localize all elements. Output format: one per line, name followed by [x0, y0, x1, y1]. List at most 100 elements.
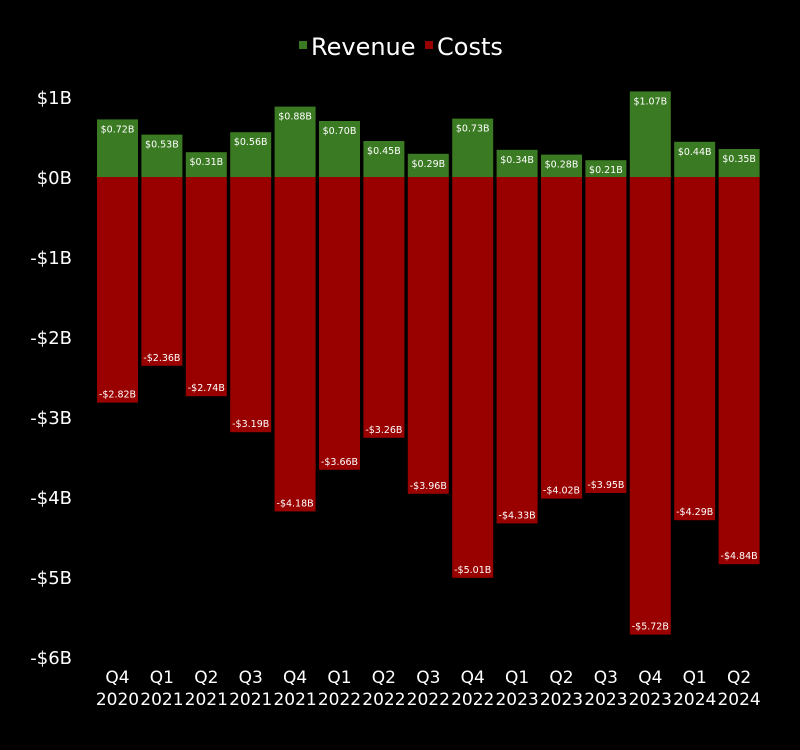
costs-bar [674, 177, 716, 521]
revenue-bar [541, 154, 582, 177]
x-tick-quarter: Q2 [549, 668, 573, 688]
revenue-bar [674, 141, 716, 177]
x-tick-quarter: Q2 [372, 668, 396, 688]
costs-data-label: -$3.96B [410, 481, 447, 492]
x-tick-year: 2020 [96, 690, 139, 710]
y-tick-label: -$4B [30, 488, 72, 509]
revenue-data-label: $0.28B [545, 160, 579, 171]
revenue-bar [496, 149, 538, 177]
y-tick-label: $0B [37, 168, 72, 189]
revenue-bar [585, 160, 627, 177]
x-tick-quarter: Q3 [594, 668, 618, 688]
x-tick-quarter: Q1 [327, 668, 351, 688]
revenue-data-label: $0.70B [323, 126, 357, 137]
revenue-data-label: $0.21B [589, 165, 623, 176]
costs-data-label: -$4.29B [676, 507, 713, 518]
x-tick-year: 2022 [362, 690, 405, 710]
x-tick-year: 2024 [717, 690, 760, 710]
x-tick-year: 2022 [407, 690, 450, 710]
legend-swatch-costs [425, 41, 433, 49]
revenue-data-label: $0.72B [101, 124, 135, 135]
y-axis: $1B $0B -$1B -$2B -$3B -$4B -$5B -$6B [30, 88, 72, 669]
costs-bar [363, 177, 405, 438]
costs-bar [496, 177, 538, 524]
revenue-data-label: $0.56B [234, 137, 268, 148]
costs-data-label: -$3.26B [365, 425, 402, 436]
costs-data-label: -$2.74B [188, 383, 225, 394]
revenue-bar [274, 106, 316, 177]
x-tick-year: 2022 [318, 690, 361, 710]
x-axis: Q42020Q12021Q22021Q32021Q42021Q12022Q220… [96, 668, 761, 710]
revenue-data-label: $0.53B [145, 140, 179, 151]
y-tick-label: -$1B [30, 248, 72, 269]
revenue-data-label: $0.34B [500, 155, 534, 166]
revenue-bar [319, 121, 360, 177]
x-tick-quarter: Q1 [683, 668, 707, 688]
costs-bar [452, 177, 494, 578]
x-tick-quarter: Q2 [194, 668, 218, 688]
costs-data-label: -$5.01B [454, 565, 491, 576]
revenue-bar [629, 91, 671, 177]
revenue-bar [452, 118, 494, 177]
x-tick-year: 2023 [584, 690, 627, 710]
revenue-data-label: $0.88B [278, 112, 312, 123]
revenue-data-label: $0.44B [678, 147, 712, 158]
costs-bar [185, 177, 227, 397]
costs-bar [230, 177, 272, 433]
revenue-bar [718, 149, 760, 177]
x-tick-quarter: Q1 [150, 668, 174, 688]
costs-data-label: -$2.82B [99, 390, 136, 401]
x-tick-quarter: Q2 [727, 668, 751, 688]
legend-swatch-revenue [299, 41, 307, 49]
legend: Revenue Costs [299, 33, 503, 61]
costs-data-label: -$4.02B [543, 486, 580, 497]
x-tick-quarter: Q3 [416, 668, 440, 688]
y-tick-label: $1B [37, 88, 72, 109]
costs-bar [629, 177, 671, 635]
x-tick-quarter: Q4 [105, 668, 129, 688]
costs-data-label: -$5.72B [632, 622, 669, 633]
revenue-data-label: $0.73B [456, 124, 490, 135]
x-tick-year: 2023 [495, 690, 538, 710]
y-tick-label: -$5B [30, 568, 72, 589]
costs-data-label: -$3.66B [321, 457, 358, 468]
costs-bar [585, 177, 627, 493]
y-tick-label: -$3B [30, 408, 72, 429]
costs-data-label: -$3.95B [587, 480, 624, 491]
legend-label-revenue: Revenue [311, 33, 416, 61]
costs-data-label: -$2.36B [143, 353, 180, 364]
revenue-bar [407, 153, 449, 177]
x-tick-quarter: Q4 [283, 668, 307, 688]
revenue-data-label: $0.29B [411, 159, 445, 170]
costs-data-label: -$4.84B [721, 551, 758, 562]
x-tick-year: 2022 [451, 690, 494, 710]
x-tick-year: 2021 [185, 690, 228, 710]
revenue-data-label: $0.45B [367, 146, 401, 157]
costs-bar [141, 177, 183, 366]
costs-data-label: -$4.18B [277, 498, 314, 509]
costs-bar [97, 177, 138, 403]
revenue-data-label: $1.07B [633, 96, 667, 107]
x-tick-year: 2021 [273, 690, 316, 710]
y-tick-label: -$2B [30, 328, 72, 349]
x-tick-year: 2023 [629, 690, 672, 710]
bars: $0.72B -$2.82B $0.53B -$2.36B $0.31B -$2.74B $… [97, 91, 760, 635]
costs-bar [319, 177, 360, 470]
x-tick-year: 2024 [673, 690, 716, 710]
revenue-bar [185, 152, 227, 177]
costs-bar [274, 177, 316, 512]
x-tick-quarter: Q1 [505, 668, 529, 688]
x-tick-year: 2023 [540, 690, 583, 710]
revenue-data-label: $0.31B [189, 157, 223, 168]
x-tick-quarter: Q3 [239, 668, 263, 688]
costs-data-label: -$4.33B [499, 510, 536, 521]
x-tick-quarter: Q4 [638, 668, 662, 688]
x-tick-year: 2021 [229, 690, 272, 710]
revenue-bar [141, 134, 183, 177]
revenue-bar [230, 132, 272, 177]
revenue-bar [97, 119, 138, 177]
revenue-data-label: $0.35B [722, 154, 756, 165]
revenue-bar [363, 141, 405, 177]
x-tick-year: 2021 [140, 690, 183, 710]
